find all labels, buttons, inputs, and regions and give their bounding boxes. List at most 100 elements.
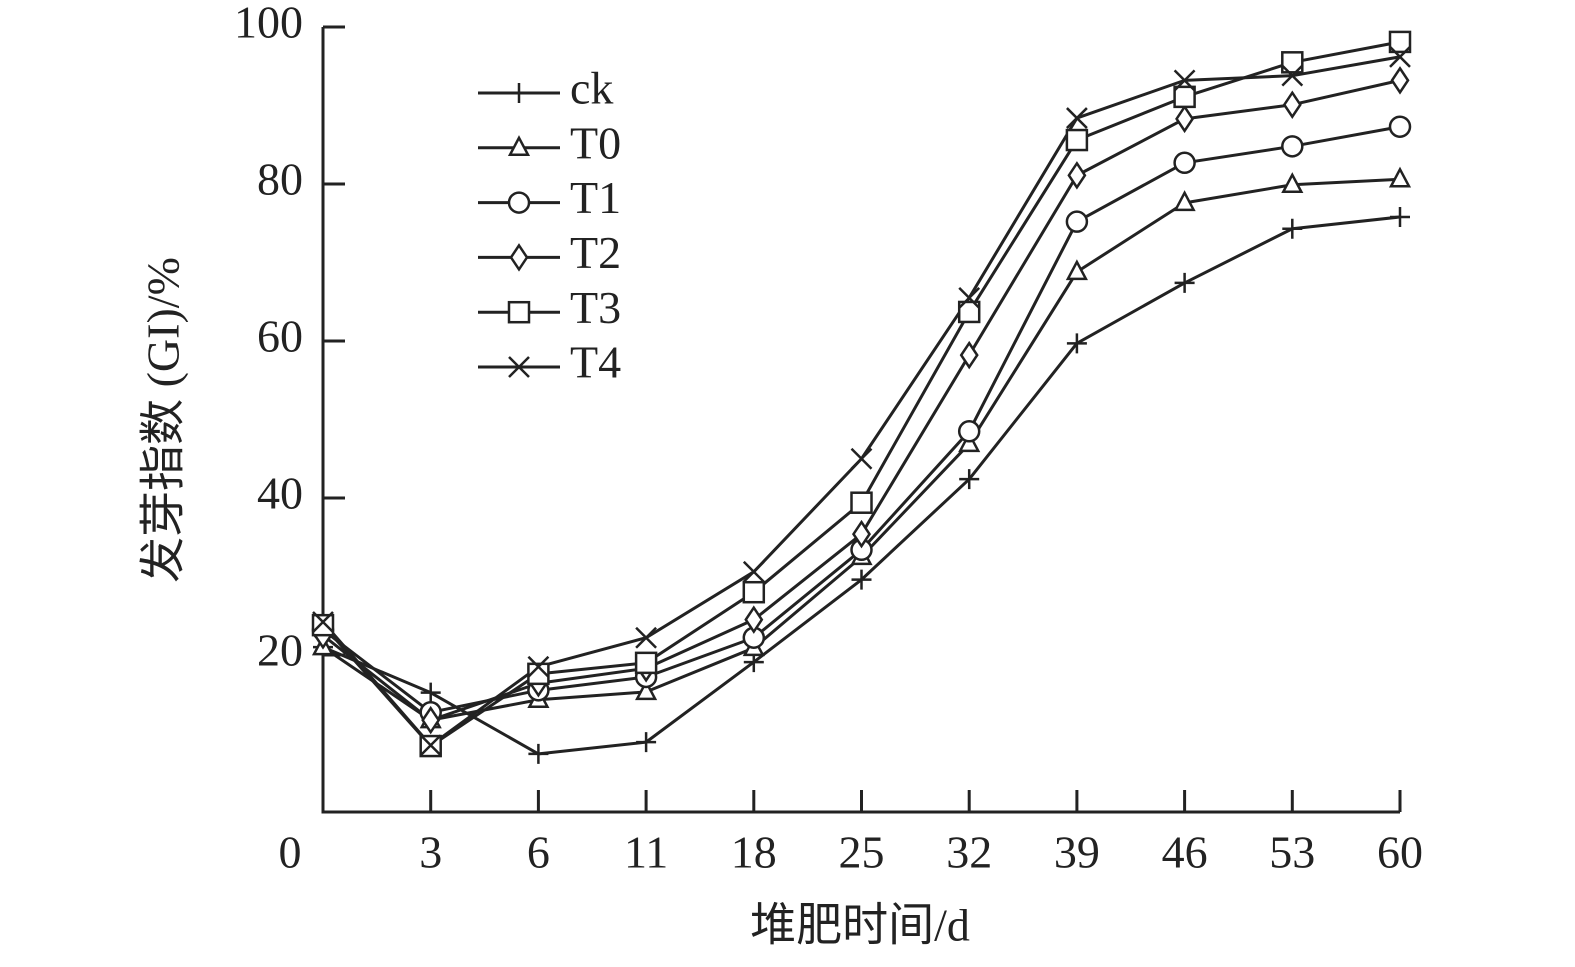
data-point bbox=[1173, 190, 1196, 212]
data-point bbox=[851, 569, 872, 590]
data-point bbox=[635, 679, 658, 701]
data-point bbox=[744, 605, 764, 634]
marker-shape bbox=[508, 356, 530, 378]
legend-label: T2 bbox=[570, 227, 621, 278]
marker-shape bbox=[1390, 206, 1410, 227]
marker-shape bbox=[1067, 161, 1087, 190]
marker-shape bbox=[509, 243, 529, 272]
marker-shape bbox=[312, 611, 334, 633]
marker-shape bbox=[1066, 107, 1088, 129]
data-point bbox=[959, 340, 979, 370]
data-point bbox=[1388, 115, 1412, 138]
data-point bbox=[527, 655, 550, 678]
y-tick-label: 80 bbox=[257, 154, 303, 205]
marker-shape bbox=[1173, 190, 1196, 212]
x-tick-label: 60 bbox=[1377, 827, 1423, 878]
data-point bbox=[311, 613, 335, 637]
data-point bbox=[1281, 135, 1304, 158]
marker-shape bbox=[959, 469, 980, 490]
data-point bbox=[1173, 69, 1196, 92]
data-point bbox=[957, 300, 981, 324]
marker-shape bbox=[420, 682, 441, 703]
marker-shape bbox=[1173, 151, 1196, 175]
x-tick-label: 25 bbox=[839, 827, 885, 878]
x-tick-label: 46 bbox=[1162, 827, 1208, 878]
legend-marker bbox=[509, 83, 529, 103]
marker-shape bbox=[742, 560, 765, 583]
x-tick-label: 53 bbox=[1269, 827, 1315, 878]
marker-shape bbox=[744, 605, 764, 634]
marker-shape bbox=[1282, 218, 1303, 239]
data-point bbox=[1174, 272, 1195, 293]
data-point bbox=[312, 611, 334, 633]
x-tick-label: 6 bbox=[527, 827, 550, 878]
marker-shape bbox=[957, 420, 981, 443]
data-point bbox=[1390, 66, 1410, 95]
x-tick-label: 11 bbox=[624, 827, 668, 878]
legend-label: ck bbox=[570, 63, 613, 114]
marker-shape bbox=[1173, 69, 1196, 92]
data-point bbox=[1173, 151, 1196, 175]
series-line bbox=[322, 78, 1401, 722]
marker-shape bbox=[635, 679, 658, 701]
data-point bbox=[959, 469, 980, 490]
marker-shape bbox=[742, 580, 766, 604]
x-tick-label: 32 bbox=[946, 827, 992, 878]
data-point bbox=[1173, 85, 1196, 109]
marker-shape bbox=[636, 732, 657, 753]
marker-shape bbox=[419, 734, 442, 757]
marker-shape bbox=[958, 286, 981, 309]
marker-shape bbox=[1281, 135, 1304, 158]
marker-shape bbox=[1390, 66, 1410, 95]
data-point bbox=[1281, 51, 1304, 74]
series-line bbox=[321, 55, 1401, 747]
y-tick-label: 60 bbox=[257, 311, 303, 362]
data-point bbox=[850, 491, 873, 514]
marker-shape bbox=[1281, 172, 1304, 194]
marker-shape bbox=[1175, 104, 1195, 134]
marker-shape bbox=[1281, 51, 1304, 74]
data-point bbox=[528, 743, 549, 764]
marker-shape bbox=[509, 83, 529, 103]
marker-shape bbox=[635, 626, 657, 649]
marker-shape bbox=[507, 135, 531, 157]
data-point bbox=[958, 286, 981, 309]
marker-shape bbox=[421, 705, 441, 735]
legend-marker bbox=[508, 356, 530, 378]
data-point bbox=[1065, 128, 1089, 152]
marker-shape bbox=[528, 743, 549, 764]
data-point bbox=[1388, 30, 1412, 54]
data-point bbox=[1281, 172, 1304, 194]
x-tick-label: 18 bbox=[731, 827, 777, 878]
data-point bbox=[1066, 333, 1087, 354]
marker-shape bbox=[1388, 30, 1412, 54]
data-point bbox=[1281, 64, 1304, 87]
legend-marker bbox=[507, 300, 531, 324]
marker-shape bbox=[1389, 45, 1411, 68]
marker-shape bbox=[507, 300, 531, 324]
legend-marker bbox=[507, 135, 531, 157]
marker-shape bbox=[1173, 85, 1196, 109]
data-point bbox=[420, 682, 441, 703]
y-tick-label: 100 bbox=[234, 0, 303, 48]
data-point bbox=[1066, 107, 1088, 129]
series-line bbox=[322, 177, 1401, 722]
y-tick-label: 20 bbox=[257, 625, 303, 676]
marker-shape bbox=[1281, 64, 1304, 87]
data-point bbox=[1390, 206, 1410, 227]
data-point bbox=[419, 734, 442, 757]
data-point bbox=[1067, 161, 1087, 190]
marker-shape bbox=[1388, 115, 1412, 138]
marker-shape bbox=[1065, 128, 1089, 152]
legend-label: T4 bbox=[570, 337, 621, 388]
x-tick-label: 3 bbox=[419, 827, 442, 878]
data-point bbox=[1065, 210, 1089, 233]
marker-shape bbox=[1282, 90, 1302, 119]
data-point bbox=[1065, 259, 1088, 281]
marker-shape bbox=[507, 191, 531, 214]
data-point bbox=[1282, 218, 1303, 239]
data-point bbox=[1388, 166, 1412, 188]
x-tick-label: 0 bbox=[279, 827, 302, 878]
data-point bbox=[742, 560, 765, 583]
marker-shape bbox=[850, 447, 873, 470]
